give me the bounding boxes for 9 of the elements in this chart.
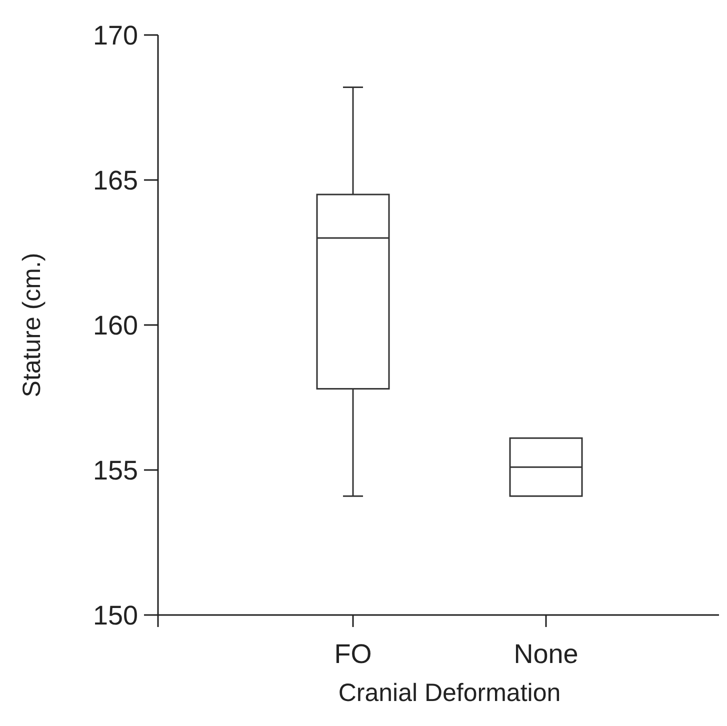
x-tick-label: FO xyxy=(334,639,372,669)
y-tick-label: 150 xyxy=(92,600,138,630)
y-tick-label: 155 xyxy=(92,455,138,486)
y-tick-label: 165 xyxy=(92,165,138,196)
y-tick-label: 160 xyxy=(92,310,138,340)
x-tick-label: None xyxy=(514,639,578,669)
x-axis-title: Cranial Deformation xyxy=(338,679,561,707)
y-axis-title: Stature (cm.) xyxy=(18,252,46,398)
y-tick-label: 170 xyxy=(92,20,138,50)
